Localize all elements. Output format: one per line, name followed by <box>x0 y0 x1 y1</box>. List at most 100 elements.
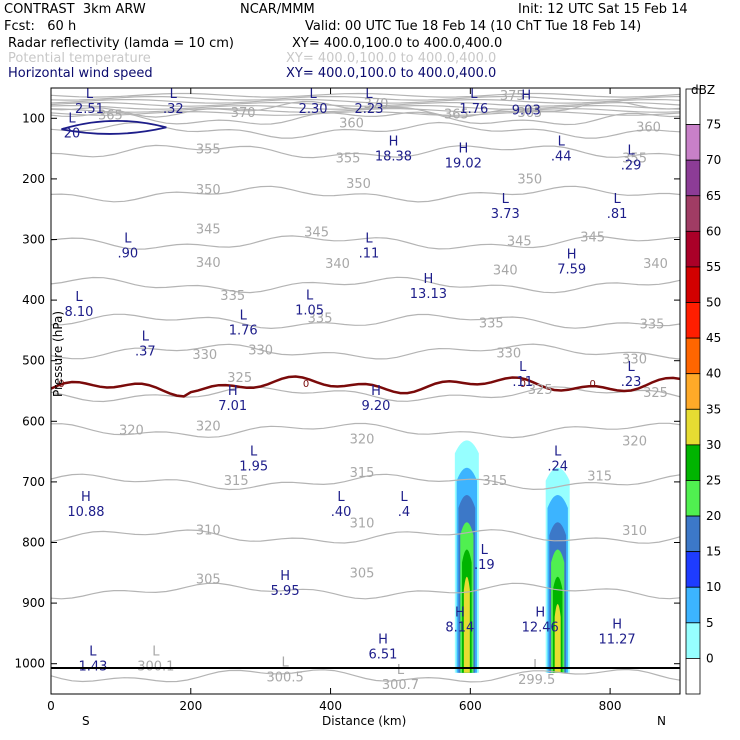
theta-label: 345 <box>304 225 329 240</box>
y-tick-label: 700 <box>22 475 45 489</box>
theta-label: 365 <box>444 107 469 122</box>
valid-time: Valid: 00 UTC Tue 18 Feb 14 (10 ChT Tue … <box>305 19 642 34</box>
reflectivity-cell <box>463 576 470 673</box>
theta-contour <box>51 276 680 294</box>
wind-extremum-letter: L <box>306 288 314 303</box>
x-tick-label: 600 <box>459 699 482 713</box>
colorbar-level: 25 <box>706 473 721 487</box>
wind-extremum-letter: L <box>627 143 635 158</box>
theta-label: 350 <box>346 177 371 192</box>
x-tick-label: 400 <box>319 699 342 713</box>
init-time: Init: 12 UTC Sat 15 Feb 14 <box>518 2 688 17</box>
theta-label: 325 <box>528 383 553 398</box>
colorbar-level: 55 <box>706 260 721 274</box>
wind-extremum-letter: L <box>124 231 132 246</box>
colorbar-level: 30 <box>706 438 721 452</box>
colorbar-level: 75 <box>706 118 721 132</box>
colorbar-level: 35 <box>706 402 721 416</box>
theta-label: 330 <box>192 348 217 363</box>
colorbar-swatch <box>685 551 701 588</box>
theta-extremum-value: 300.5 <box>267 671 304 686</box>
wind-extremum-value: 9.20 <box>362 399 391 414</box>
theta-contour <box>51 235 680 250</box>
colorbar-swatch <box>685 658 701 695</box>
colorbar-level: 20 <box>706 509 721 523</box>
colorbar-swatch <box>685 622 701 659</box>
colorbar-swatch <box>685 124 701 161</box>
wind-extremum-letter: H <box>280 569 290 584</box>
colorbar-swatch <box>685 337 701 375</box>
theta-contour <box>51 92 680 98</box>
wind-extremum-value: .40 <box>331 505 352 520</box>
colorbar-swatch <box>685 480 701 517</box>
theta-label: 375 <box>500 89 525 104</box>
x-end-label-south: S <box>82 714 90 728</box>
wind-extremum-letter: H <box>424 272 434 287</box>
colorbar-level: 70 <box>706 153 721 167</box>
theta-label: 315 <box>482 474 507 489</box>
colorbar-swatch <box>685 195 701 232</box>
theta-label: 345 <box>196 222 221 237</box>
wind-extremum-letter: H <box>612 617 622 632</box>
y-axis-label: Pressure (hPa) <box>51 311 65 397</box>
wind-extremum-letter: H <box>81 490 91 505</box>
wind-extremum-value: 8.10 <box>64 305 93 320</box>
theta-label: 365 <box>517 106 542 121</box>
theta-label: 315 <box>350 466 375 481</box>
theta-label: 335 <box>640 318 665 333</box>
theta-extremum-value: 299.5 <box>518 673 555 688</box>
colorbar-level: 40 <box>706 367 721 381</box>
wind-extremum-value: 12.46 <box>522 620 559 635</box>
wind-extremum-letter: L <box>365 87 373 102</box>
theta-label: 320 <box>622 435 647 450</box>
colorbar-level: 15 <box>706 545 721 559</box>
y-tick-label: 500 <box>22 354 45 368</box>
theta-contour <box>51 111 680 126</box>
wind-extremum-letter: H <box>228 384 238 399</box>
theta-extremum-letter: L <box>397 663 405 678</box>
field3-name: Horizontal wind speed <box>8 66 153 81</box>
wind-extremum-letter: L <box>68 111 76 126</box>
x-tick-label: 800 <box>599 699 622 713</box>
field1-xy: XY= 400.0,100.0 to 400.0,400.0 <box>292 36 503 51</box>
wind-extremum-value: 1.76 <box>229 323 258 338</box>
theta-contour <box>51 101 680 107</box>
x-tick-label: 200 <box>179 699 202 713</box>
theta-label: 310 <box>196 524 221 539</box>
wind-extremum-letter: L <box>558 134 566 149</box>
wind-extremum-value: 1.76 <box>459 102 488 117</box>
y-tick-label: 600 <box>22 414 45 428</box>
colorbar-level: 65 <box>706 189 721 203</box>
colorbar-swatch <box>685 444 701 481</box>
colorbar-level: 0 <box>706 651 714 665</box>
x-tick-label: 0 <box>47 699 55 713</box>
wind-extremum-letter: L <box>627 360 635 375</box>
theta-label: 320 <box>350 433 375 448</box>
colorbar-swatch <box>685 586 701 624</box>
zero-contour-label: 0 <box>520 379 526 390</box>
theta-label: 355 <box>196 142 221 157</box>
field2-xy: XY= 400.0,100.0 to 400.0,400.0 <box>286 51 497 66</box>
theta-label: 365 <box>98 109 123 124</box>
wind-extremum-value: .19 <box>474 558 495 573</box>
y-tick-label: 800 <box>22 536 45 550</box>
wind-extremum-value: .23 <box>621 375 642 390</box>
theta-contour <box>51 104 680 110</box>
y-tick-label: 1000 <box>14 657 45 671</box>
wind-extremum-value: 2.23 <box>355 102 384 117</box>
wind-extremum-value: 18.38 <box>375 149 412 164</box>
wind-extremum-value: 9.03 <box>512 103 541 118</box>
theta-label: 340 <box>493 264 518 279</box>
theta-contour <box>51 144 680 159</box>
theta-label: 310 <box>622 524 647 539</box>
wind-extremum-letter: L <box>86 87 94 102</box>
theta-label: 350 <box>517 173 542 188</box>
wind-extremum-value: 19.02 <box>445 157 482 172</box>
wind-extremum-letter: L <box>250 445 258 460</box>
wind-extremum-value: 2.51 <box>75 102 104 117</box>
y-tick-label: 900 <box>22 596 45 610</box>
x-axis-label: Distance (km) <box>322 714 406 728</box>
theta-label: 315 <box>587 470 612 485</box>
theta-label: 345 <box>580 230 605 245</box>
theta-contour <box>51 582 680 600</box>
